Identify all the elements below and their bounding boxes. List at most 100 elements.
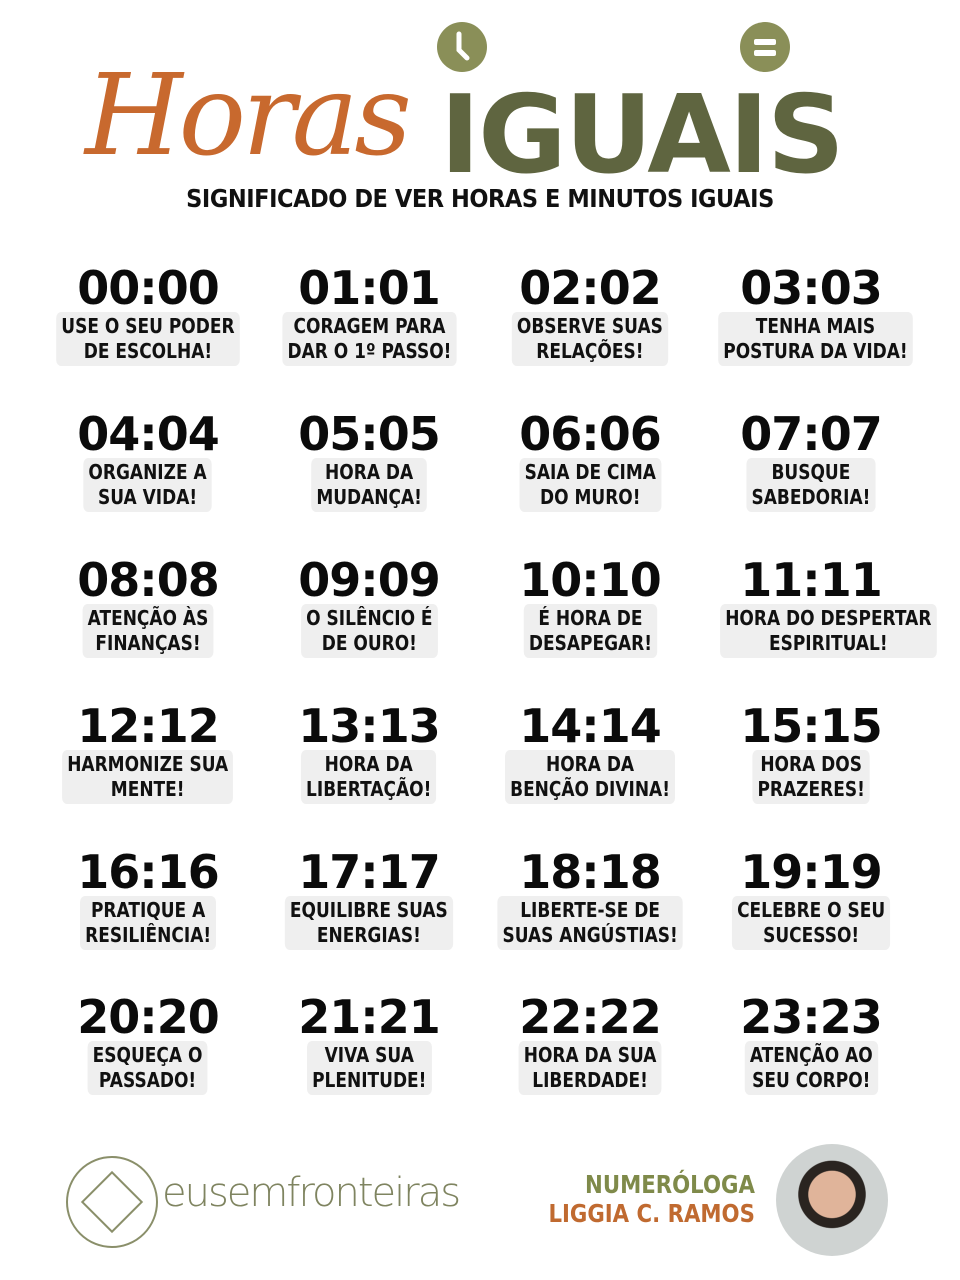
meaning-line: ENERGIAS! bbox=[317, 923, 421, 947]
hour-item: 02:02 OBSERVE SUAS RELAÇÕES! bbox=[480, 264, 700, 366]
hour-item: 12:12 HARMONIZE SUA MENTE! bbox=[38, 702, 258, 804]
hour-meaning: CORAGEM PARA DAR O 1º PASSO! bbox=[281, 312, 457, 366]
hour-meaning: VIVA SUA PLENITUDE! bbox=[306, 1041, 432, 1095]
meaning-line: DESAPEGAR! bbox=[528, 631, 652, 655]
meaning-line: BENÇÃO DIVINA! bbox=[510, 777, 670, 801]
hour-item: 08:08 ATENÇÃO ÀS FINANÇAS! bbox=[38, 556, 258, 658]
equals-icon bbox=[740, 22, 790, 72]
hour-item: 19:19 CELEBRE O SEU SUCESSO! bbox=[701, 848, 921, 950]
meaning-line: BUSQUE bbox=[771, 460, 851, 484]
author-photo bbox=[776, 1144, 888, 1256]
hour-time: 07:07 bbox=[740, 407, 882, 461]
author-name: LIGGIA C. RAMOS bbox=[548, 1199, 755, 1228]
hour-item: 10:10 É HORA DE DESAPEGAR! bbox=[480, 556, 700, 658]
meaning-line: RESILIÊNCIA! bbox=[85, 923, 211, 947]
hour-item: 07:07 BUSQUE SABEDORIA! bbox=[701, 410, 921, 512]
meaning-line: LIBERTAÇÃO! bbox=[306, 777, 432, 801]
meaning-line: USE O SEU PODER bbox=[61, 314, 235, 338]
meaning-line: SUAS ANGÚSTIAS! bbox=[502, 923, 678, 947]
hour-time: 20:20 bbox=[77, 990, 219, 1044]
meaning-line: EQUILIBRE SUAS bbox=[290, 898, 448, 922]
hour-item: 01:01 CORAGEM PARA DAR O 1º PASSO! bbox=[259, 264, 479, 366]
meaning-line: ORGANIZE A bbox=[88, 460, 208, 484]
meaning-line: DO MURO! bbox=[539, 485, 641, 509]
hour-meaning: USE O SEU PODER DE ESCOLHA! bbox=[56, 312, 240, 366]
hour-time: 17:17 bbox=[298, 845, 440, 899]
brand-logo-icon bbox=[66, 1156, 158, 1248]
meaning-line: O SILÊNCIO É bbox=[305, 606, 433, 630]
hour-meaning: É HORA DE DESAPEGAR! bbox=[523, 604, 657, 658]
hour-time: 14:14 bbox=[519, 699, 661, 753]
meaning-line: LIBERDADE! bbox=[532, 1068, 648, 1092]
hour-time: 09:09 bbox=[298, 553, 440, 607]
hour-time: 06:06 bbox=[519, 407, 661, 461]
hour-item: 23:23 ATENÇÃO AO SEU CORPO! bbox=[701, 993, 921, 1095]
meaning-line: PRATIQUE A bbox=[90, 898, 206, 922]
hour-time: 08:08 bbox=[77, 553, 219, 607]
hour-meaning: LIBERTE-SE DE SUAS ANGÚSTIAS! bbox=[497, 896, 683, 950]
hour-meaning: EQUILIBRE SUAS ENERGIAS! bbox=[284, 896, 454, 950]
hour-meaning: HORA DO DESPERTAR ESPIRITUAL! bbox=[720, 604, 937, 658]
hour-time: 16:16 bbox=[77, 845, 219, 899]
hour-item: 13:13 HORA DA LIBERTAÇÃO! bbox=[259, 702, 479, 804]
hour-item: 17:17 EQUILIBRE SUAS ENERGIAS! bbox=[259, 848, 479, 950]
hour-meaning: SAIA DE CIMA DO MURO! bbox=[519, 458, 661, 512]
meaning-line: OBSERVE SUAS bbox=[517, 314, 663, 338]
meaning-line: DE OURO! bbox=[321, 631, 417, 655]
meaning-line: PLENITUDE! bbox=[311, 1068, 427, 1092]
author-block: NUMERÓLOGA LIGGIA C. RAMOS bbox=[549, 1170, 755, 1228]
author-role: NUMERÓLOGA bbox=[585, 1170, 755, 1199]
meaning-line: SAIA DE CIMA bbox=[524, 460, 656, 484]
hour-time: 03:03 bbox=[740, 261, 882, 315]
meaning-line: HORA DOS bbox=[760, 752, 862, 776]
meaning-line: ESQUEÇA O bbox=[93, 1043, 203, 1067]
meaning-line: PASSADO! bbox=[99, 1068, 197, 1092]
hour-time: 10:10 bbox=[519, 553, 661, 607]
hour-time: 02:02 bbox=[519, 261, 661, 315]
hour-meaning: OBSERVE SUAS RELAÇÕES! bbox=[511, 312, 669, 366]
hour-meaning: ESQUEÇA O PASSADO! bbox=[88, 1041, 208, 1095]
hour-item: 00:00 USE O SEU PODER DE ESCOLHA! bbox=[38, 264, 258, 366]
meaning-line: DAR O 1º PASSO! bbox=[287, 339, 451, 363]
hour-item: 15:15 HORA DOS PRAZERES! bbox=[701, 702, 921, 804]
brand-name: eusemfronteiras bbox=[162, 1170, 461, 1216]
hour-time: 15:15 bbox=[740, 699, 882, 753]
meaning-line: MENTE! bbox=[111, 777, 185, 801]
hour-time: 19:19 bbox=[740, 845, 882, 899]
hour-meaning: TENHA MAIS POSTURA DA VIDA! bbox=[718, 312, 913, 366]
hour-item: 14:14 HORA DA BENÇÃO DIVINA! bbox=[480, 702, 700, 804]
meaning-line: CORAGEM PARA bbox=[293, 314, 445, 338]
meaning-line: ATENÇÃO AO bbox=[749, 1043, 873, 1067]
meaning-line: FINANÇAS! bbox=[95, 631, 201, 655]
meaning-line: CELEBRE O SEU bbox=[736, 898, 886, 922]
meaning-line: SUA VIDA! bbox=[98, 485, 198, 509]
hour-item: 18:18 LIBERTE-SE DE SUAS ANGÚSTIAS! bbox=[480, 848, 700, 950]
hour-item: 11:11 HORA DO DESPERTAR ESPIRITUAL! bbox=[701, 556, 937, 658]
hour-meaning: ORGANIZE A SUA VIDA! bbox=[83, 458, 213, 512]
hour-time: 01:01 bbox=[298, 261, 440, 315]
meaning-line: MUDANÇA! bbox=[316, 485, 422, 509]
meaning-line: HORA DA bbox=[324, 460, 414, 484]
hour-item: 22:22 HORA DA SUA LIBERDADE! bbox=[480, 993, 700, 1095]
meaning-line: VIVA SUA bbox=[324, 1043, 414, 1067]
hour-meaning: HORA DA SUA LIBERDADE! bbox=[518, 1041, 662, 1095]
meaning-line: SUCESSO! bbox=[762, 923, 860, 947]
meaning-line: HARMONIZE SUA bbox=[67, 752, 229, 776]
hour-meaning: BUSQUE SABEDORIA! bbox=[746, 458, 876, 512]
meaning-line: POSTURA DA VIDA! bbox=[723, 339, 908, 363]
hour-item: 06:06 SAIA DE CIMA DO MURO! bbox=[480, 410, 700, 512]
hour-item: 16:16 PRATIQUE A RESILIÊNCIA! bbox=[38, 848, 258, 950]
hour-item: 20:20 ESQUEÇA O PASSADO! bbox=[38, 993, 258, 1095]
hour-time: 13:13 bbox=[298, 699, 440, 753]
hour-time: 12:12 bbox=[77, 699, 219, 753]
hour-meaning: ATENÇÃO AO SEU CORPO! bbox=[744, 1041, 878, 1095]
meaning-line: RELAÇÕES! bbox=[536, 339, 644, 363]
hour-time: 04:04 bbox=[77, 407, 219, 461]
meaning-line: HORA DO DESPERTAR bbox=[725, 606, 932, 630]
hour-item: 05:05 HORA DA MUDANÇA! bbox=[259, 410, 479, 512]
hour-item: 09:09 O SILÊNCIO É DE OURO! bbox=[259, 556, 479, 658]
meaning-line: É HORA DE bbox=[537, 606, 643, 630]
hour-item: 03:03 TENHA MAIS POSTURA DA VIDA! bbox=[701, 264, 921, 366]
hour-meaning: HORA DA MUDANÇA! bbox=[311, 458, 427, 512]
meaning-line: ATENÇÃO ÀS bbox=[87, 606, 209, 630]
